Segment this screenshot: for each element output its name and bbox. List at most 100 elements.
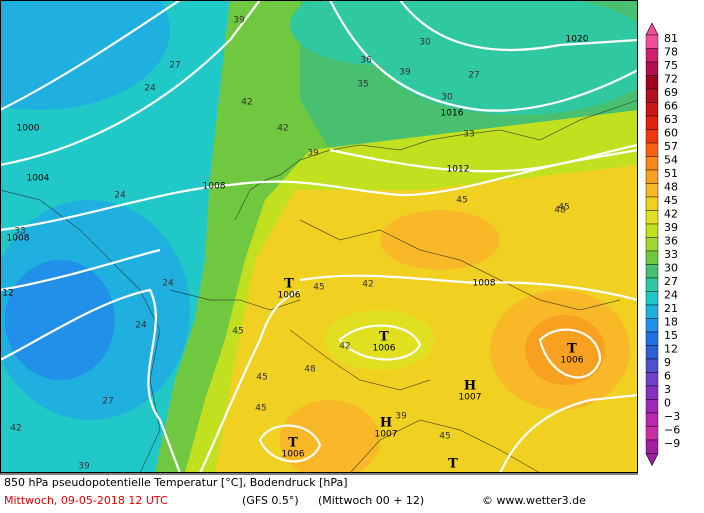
caption-date: Mittwoch, 09-05-2018 12 UTC <box>4 494 168 507</box>
legend-arrow-bottom <box>645 453 659 467</box>
legend-label: 75 <box>664 59 678 72</box>
caption-copyright: © www.wetter3.de <box>482 494 586 507</box>
isobar-label: 1000 <box>17 124 40 134</box>
temperature-contour-label: 42 <box>241 98 252 108</box>
legend-label: 3 <box>664 383 671 396</box>
legend-swatch <box>645 61 659 76</box>
legend-swatch <box>645 385 659 400</box>
temperature-contour-label: 45 <box>558 203 569 213</box>
legend-swatch <box>645 358 659 373</box>
pressure-center-symbol: T <box>567 342 577 357</box>
temperature-contour-label: 42 <box>339 342 350 352</box>
legend-label: 57 <box>664 140 678 153</box>
temperature-contour-label: 33 <box>14 227 25 237</box>
legend-label: 6 <box>664 369 671 382</box>
temperature-contour-label: 48 <box>304 365 316 375</box>
temperature-contour-label: 42 <box>277 124 288 134</box>
temperature-contour-label: 30 <box>419 38 431 48</box>
legend-label: 45 <box>664 194 678 207</box>
caption-model: (GFS 0.5°) <box>242 494 299 507</box>
temperature-contour-label: 39 <box>399 68 411 78</box>
legend-label: 78 <box>664 45 678 58</box>
legend-swatch <box>645 277 659 292</box>
legend-label: 63 <box>664 113 678 126</box>
legend-swatch <box>645 426 659 441</box>
legend-swatch <box>645 439 659 454</box>
legend-swatch <box>645 412 659 427</box>
isobar-label: 12 <box>2 289 13 299</box>
caption-title: 850 hPa pseudopotentielle Temperatur [°C… <box>4 476 348 489</box>
temperature-contour-label: 33 <box>463 130 474 140</box>
legend-swatch <box>645 399 659 414</box>
legend-label: −6 <box>664 423 680 436</box>
legend-label: 9 <box>664 356 671 369</box>
temperature-contour-label: 39 <box>78 462 90 472</box>
legend-label: 72 <box>664 72 678 85</box>
pressure-center-symbol: T <box>288 436 298 451</box>
legend-label: 30 <box>664 261 678 274</box>
pressure-center-symbol: H <box>464 379 476 394</box>
legend-label: 27 <box>664 275 678 288</box>
isobar-label: 1008 <box>473 279 496 289</box>
pressure-center-symbol: T <box>379 330 389 345</box>
map-labels: 1000100410081008121012101610201008T1006T… <box>2 16 588 472</box>
legend-swatch <box>645 372 659 387</box>
legend-label: −9 <box>664 437 680 450</box>
pressure-center-value: 1006 <box>561 356 584 366</box>
legend-label: 36 <box>664 234 678 247</box>
isobar-label: 1008 <box>203 182 226 192</box>
temperature-contour-label: 24 <box>162 279 174 289</box>
legend-label: 69 <box>664 86 678 99</box>
legend-swatch <box>645 331 659 346</box>
legend-swatch <box>645 142 659 157</box>
legend-swatch <box>645 115 659 130</box>
pressure-center-value: 1006 <box>373 344 396 354</box>
caption-run: (Mittwoch 00 + 12) <box>318 494 424 507</box>
legend-swatch <box>645 264 659 279</box>
legend-swatch <box>645 34 659 49</box>
temperature-contour-label: 45 <box>456 196 467 206</box>
map <box>0 0 638 473</box>
temperature-contour-label: 36 <box>360 56 372 66</box>
legend-swatch <box>645 48 659 63</box>
legend-label: 39 <box>664 221 678 234</box>
pressure-center-value: 1007 <box>459 393 482 403</box>
temperature-contour-label: 45 <box>313 283 324 293</box>
temperature-contour-label: 48 <box>554 206 566 216</box>
legend-label: 66 <box>664 99 678 112</box>
legend-swatch <box>645 237 659 252</box>
legend-swatch <box>645 318 659 333</box>
temperature-contour-label: 45 <box>439 432 450 442</box>
temperature-contour-label: 35 <box>357 80 368 90</box>
legend-swatch <box>645 129 659 144</box>
legend-swatch <box>645 250 659 265</box>
legend-swatch <box>645 291 659 306</box>
temperature-contour-label: 45 <box>256 373 267 383</box>
legend-swatch <box>645 210 659 225</box>
isobar-label: 1012 <box>447 165 470 175</box>
temperature-contour-label: 24 <box>114 191 126 201</box>
legend-label: 42 <box>664 207 678 220</box>
pressure-center-symbol: T <box>284 277 294 292</box>
legend-label: 21 <box>664 302 678 315</box>
color-legend: 8178757269666360575451484542393633302724… <box>645 22 680 467</box>
legend-label: 51 <box>664 167 678 180</box>
temperature-contour-label: 45 <box>255 404 266 414</box>
temperature-contour-label: 24 <box>144 84 156 94</box>
temperature-contour-label: 27 <box>102 397 113 407</box>
legend-swatch <box>645 169 659 184</box>
map-frame <box>0 0 638 473</box>
legend-label: 15 <box>664 329 678 342</box>
legend-swatch <box>645 345 659 360</box>
legend-label: 0 <box>664 396 671 409</box>
pressure-center-symbol: H <box>380 416 392 431</box>
legend-label: 33 <box>664 248 678 261</box>
legend-label: 60 <box>664 126 678 139</box>
isobar-label: 1016 <box>441 109 464 119</box>
legend-swatch <box>645 223 659 238</box>
pressure-center-symbol: T <box>448 457 458 472</box>
legend-swatch <box>645 183 659 198</box>
temperature-contour-label: 45 <box>232 327 243 337</box>
legend-swatch <box>645 75 659 90</box>
